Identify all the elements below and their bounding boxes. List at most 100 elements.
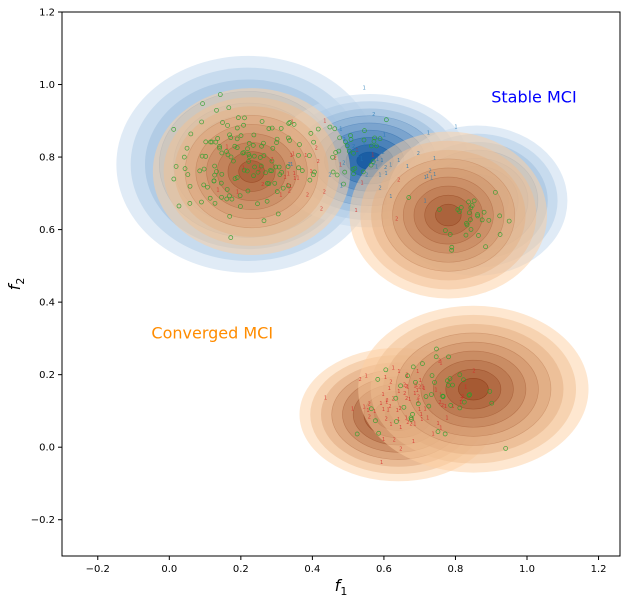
scatter-point bbox=[261, 218, 267, 224]
scatter-point: 1 bbox=[420, 412, 423, 418]
scatter-point: 1 bbox=[397, 369, 400, 375]
scatter-point bbox=[224, 187, 230, 192]
scatter-point: 1 bbox=[423, 198, 426, 204]
scatter-point: 1 bbox=[371, 152, 374, 158]
scatter-point bbox=[269, 168, 274, 174]
scatter-point bbox=[373, 418, 378, 424]
scatter-point: 1 bbox=[362, 142, 365, 148]
scatter-point bbox=[344, 143, 350, 149]
scatter-point bbox=[201, 182, 207, 188]
scatter-point bbox=[415, 401, 421, 407]
scatter-point: 2 bbox=[368, 402, 371, 408]
scatter-point: 1 bbox=[384, 375, 387, 381]
scatter-point: 2 bbox=[392, 397, 395, 403]
scatter-point: 1 bbox=[290, 162, 293, 168]
scatter-point: 1 bbox=[324, 395, 327, 401]
scatter-point bbox=[503, 446, 509, 451]
scatter-point: 2 bbox=[323, 189, 326, 195]
x-tick-label: 0.8 bbox=[448, 564, 464, 575]
scatter-point: 2 bbox=[416, 399, 419, 405]
scatter-point: 1 bbox=[225, 144, 228, 150]
scatter-point bbox=[278, 126, 284, 131]
scatter-point bbox=[200, 101, 205, 106]
scatter-point bbox=[372, 135, 377, 141]
scatter-point bbox=[286, 121, 292, 126]
scatter-point bbox=[227, 193, 232, 199]
scatter-point bbox=[274, 136, 280, 142]
scatter-point bbox=[308, 131, 314, 136]
scatter-point: 1 bbox=[365, 374, 368, 380]
scatter-point bbox=[212, 163, 218, 169]
scatter-point: 1 bbox=[422, 386, 425, 392]
scatter-point bbox=[346, 148, 352, 154]
annotation-stable-mci: Stable MCI bbox=[491, 88, 576, 107]
scatter-point bbox=[461, 399, 467, 405]
scatter-point bbox=[214, 107, 219, 113]
scatter-point bbox=[255, 169, 261, 175]
scatter-point: 1 bbox=[427, 131, 430, 137]
scatter-point: 1 bbox=[279, 193, 282, 199]
scatter-point: 1 bbox=[437, 421, 440, 427]
scatter-point: 2 bbox=[358, 377, 361, 383]
scatter-point bbox=[420, 361, 425, 366]
scatter-point: 1 bbox=[382, 407, 385, 413]
scatter-point: 2 bbox=[320, 206, 323, 212]
scatter-point: 1 bbox=[421, 385, 424, 391]
scatter-point bbox=[184, 145, 190, 151]
scatter-point bbox=[447, 376, 453, 381]
scatter-point bbox=[497, 232, 503, 237]
scatter-point: 1 bbox=[323, 118, 326, 124]
scatter-point bbox=[270, 145, 276, 151]
scatter-point: 1 bbox=[413, 391, 416, 397]
scatter-point bbox=[217, 92, 223, 97]
scatter-point bbox=[337, 135, 343, 141]
scatter-point: 2 bbox=[460, 397, 463, 403]
scatter-point bbox=[486, 217, 492, 223]
scatter-point bbox=[269, 158, 275, 164]
scatter-point: 1 bbox=[378, 172, 381, 178]
scatter-point bbox=[406, 195, 412, 200]
scatter-point: 1 bbox=[413, 383, 416, 389]
scatter-point: 1 bbox=[242, 165, 245, 171]
scatter-point: 1 bbox=[355, 148, 358, 154]
scatter-point bbox=[251, 173, 256, 179]
scatter-point bbox=[266, 126, 272, 131]
scatter-point: 1 bbox=[424, 175, 427, 181]
scatter-point bbox=[176, 203, 182, 209]
scatter-point bbox=[251, 153, 257, 159]
x-axis-label: f1 bbox=[335, 576, 348, 598]
scatter-point bbox=[201, 166, 207, 172]
scatter-point bbox=[330, 169, 336, 175]
scatter-point: 1 bbox=[389, 422, 392, 428]
scatter-point bbox=[343, 139, 348, 145]
scatter-point: 1 bbox=[380, 460, 383, 466]
scatter-point bbox=[479, 217, 485, 223]
scatter-point bbox=[224, 196, 230, 202]
annotations: Stable MCI Converged MCI bbox=[151, 88, 576, 343]
scatter-point bbox=[405, 373, 410, 379]
scatter-point bbox=[228, 235, 234, 240]
scatter-point: 2 bbox=[288, 162, 291, 168]
scatter-point: 1 bbox=[405, 416, 408, 422]
scatter-point bbox=[468, 217, 473, 223]
scatter-point: 1 bbox=[236, 189, 239, 195]
scatter-point: 2 bbox=[342, 160, 345, 166]
scatter-point bbox=[250, 143, 256, 148]
scatter-point bbox=[461, 377, 466, 383]
scatter-point bbox=[361, 137, 367, 143]
scatter-point: 1 bbox=[351, 407, 354, 413]
scatter-point bbox=[487, 389, 493, 394]
scatter-point bbox=[362, 128, 367, 133]
scatter-point bbox=[374, 143, 379, 149]
scatter-point bbox=[219, 194, 224, 200]
scatter-point bbox=[246, 152, 252, 157]
scatter-point bbox=[247, 154, 252, 160]
scatter-point: 2 bbox=[405, 396, 408, 402]
scatter-point bbox=[466, 392, 472, 398]
scatter-point bbox=[199, 153, 205, 159]
scatter-point: 2 bbox=[403, 383, 406, 389]
scatter-point bbox=[333, 150, 339, 155]
scatter-point bbox=[274, 189, 280, 194]
scatter-point bbox=[455, 207, 461, 212]
